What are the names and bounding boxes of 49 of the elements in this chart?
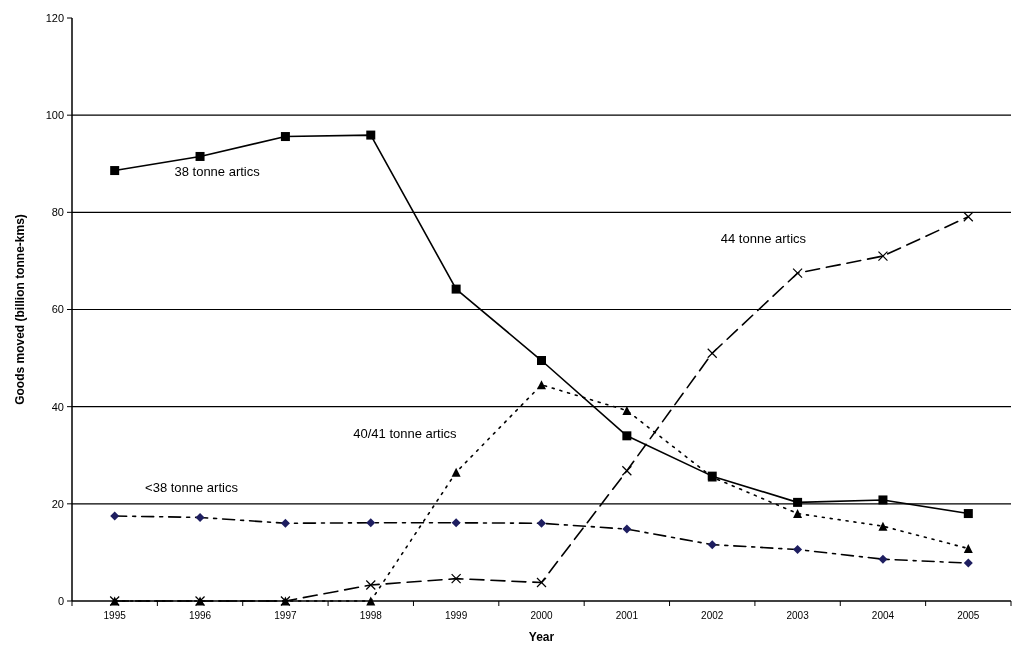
point <box>537 380 546 390</box>
y-tick-label: 100 <box>45 109 64 122</box>
point <box>621 465 632 476</box>
x-tick-label: 2001 <box>615 610 639 621</box>
point <box>622 431 632 441</box>
x-tick-label: 1997 <box>274 610 297 621</box>
y-tick-label: 20 <box>51 497 64 510</box>
point <box>366 596 376 606</box>
y-tick-label: 60 <box>51 303 64 316</box>
point <box>366 130 376 140</box>
point <box>877 250 889 262</box>
point <box>365 579 376 591</box>
point <box>707 348 718 359</box>
x-tick-label: 2000 <box>530 610 554 621</box>
point <box>280 132 290 142</box>
point <box>536 577 547 588</box>
y-axis-title: Goods moved (billion tonne-kms) <box>13 214 27 405</box>
y-tick-label: 120 <box>45 11 64 24</box>
point <box>963 544 973 554</box>
point <box>963 211 974 222</box>
x-tick-label: 2004 <box>871 610 895 621</box>
y-tick-label: 0 <box>57 594 64 607</box>
point <box>451 284 461 294</box>
series-label: <38 tonne artics <box>145 479 239 495</box>
point <box>878 495 888 505</box>
point <box>537 356 546 366</box>
point <box>792 267 803 279</box>
series-label: 40/41 tonne artics <box>353 426 458 442</box>
point <box>451 573 462 584</box>
series-label: 44 tonne artics <box>720 231 807 247</box>
point <box>963 509 973 519</box>
y-tick-label: 80 <box>51 206 64 219</box>
point <box>793 509 803 519</box>
x-tick-label: 1996 <box>188 610 212 621</box>
x-axis-title: Year <box>528 630 555 644</box>
point <box>195 151 205 161</box>
x-tick-label: 1998 <box>359 610 383 621</box>
y-tick-label: 40 <box>51 400 64 413</box>
point <box>793 497 803 507</box>
x-tick-label: 2003 <box>786 610 810 621</box>
x-tick-label: 1995 <box>103 610 127 621</box>
point <box>878 521 888 531</box>
series-label: 38 tonne artics <box>174 163 261 179</box>
x-tick-label: 2002 <box>701 610 724 621</box>
x-tick-label: 2005 <box>957 610 980 621</box>
point <box>451 467 461 477</box>
point <box>622 406 632 416</box>
point <box>110 166 120 176</box>
x-tick-label: 1999 <box>445 610 468 621</box>
